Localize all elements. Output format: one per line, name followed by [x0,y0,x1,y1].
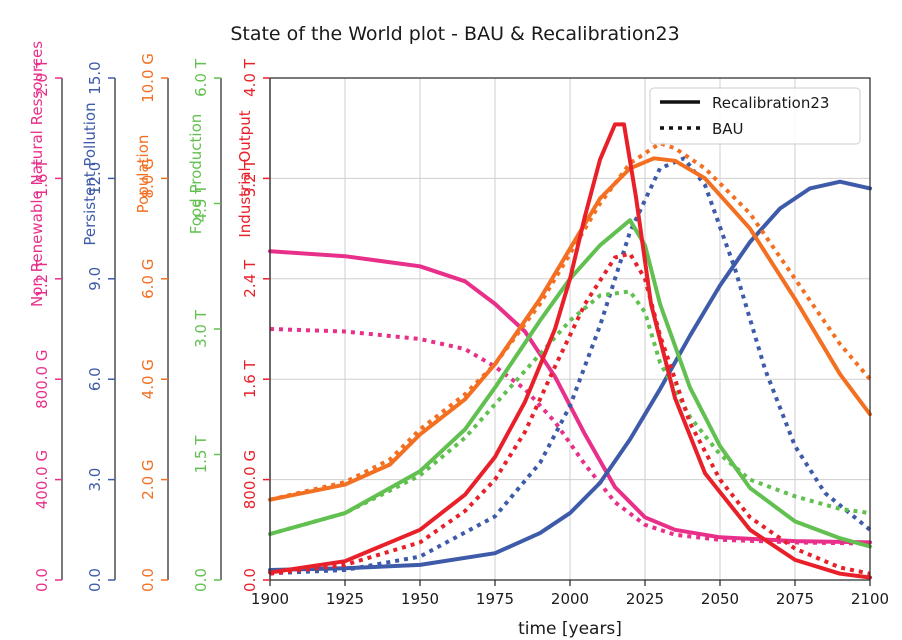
y-tick-label-pop: 10.0 G [139,53,157,103]
y-tick-label-pp: 15.0 [86,61,104,94]
x-tick-label: 2075 [776,590,814,608]
x-tick-label: 2100 [851,590,889,608]
series-line-io-bau [269,251,871,576]
chart-title: State of the World plot - BAU & Recalibr… [230,23,679,45]
x-tick-label: 1925 [326,590,364,608]
series-line-pop-recalibration23 [268,156,872,502]
y-tick-label-io: 0.0 [241,568,259,592]
x-axis-label: time [years] [518,619,622,639]
y-tick-label-pop: 6.0 G [139,259,157,299]
y-axis-title-nrr: Non Renewable Natural Ressources [28,41,46,307]
legend-box [649,87,861,145]
x-tick-label: 2050 [701,590,739,608]
x-tick-label: 1950 [401,590,439,608]
y-tick-label-io: 2.4 T [241,259,259,298]
y-tick-label-pop: 4.0 G [139,359,157,399]
legend-label-bau: BAU [712,120,744,138]
x-tick-label: 2025 [626,590,664,608]
y-tick-label-pop: 8.0 G [139,158,157,198]
series-line-io-recalibration23 [268,122,872,580]
x-axis: 1900 1925 1950 1975 2000 2025 2050 2075 2100 [251,580,889,608]
plot-series [268,122,872,580]
y-tick-label-food: 6.0 T [192,58,210,97]
y-axis-title-food: Food Production [187,114,205,235]
legend: Recalibration23 BAU [649,87,861,145]
legend-label-recalibration23: Recalibration23 [712,94,829,112]
y-tick-label-pop: 0.0 [139,568,157,592]
series-line-pp-bau [269,156,872,576]
x-tick-label: 1975 [476,590,514,608]
y-tick-label-io: 4.0 T [241,58,259,97]
x-tick-label: 2000 [551,590,589,608]
y-tick-label-nrr: 400.0 G [33,450,51,509]
x-tick-label: 1900 [251,590,289,608]
series-line-food-recalibration23 [268,218,872,549]
series-line-food-bau [269,289,871,536]
y-axis-title-pop: Population [134,135,152,214]
series-line-pop-bau [269,141,872,502]
y-tick-label-nrr: 1.6 T [33,159,51,198]
y-tick-label-pop: 2.0 G [139,459,157,499]
y-tick-label-io: 800.0 G [241,450,259,509]
y-tick-label-nrr: 800.0 G [33,350,51,409]
y-tick-label-food: 0.0 [192,568,210,592]
y-tick-label-pp: 9.0 [86,267,104,291]
y-tick-label-nrr: 1.2 T [33,259,51,298]
y-tick-label-pp: 3.0 [86,468,104,492]
y-tick-label-io: 3.2 T [241,159,259,198]
series-line-pp-recalibration23 [268,179,872,572]
y-axis-title-io: Industrial Output [236,110,254,237]
y-tick-label-pp: 0.0 [86,568,104,592]
y-tick-label-io: 1.6 T [241,359,259,398]
y-tick-label-food: 4.5 T [192,184,210,223]
y-tick-label-food: 3.0 T [192,309,210,348]
y-axis-title-pp: Persistent Pollution [81,102,99,245]
y-tick-label-pp: 6.0 [86,367,104,391]
y-tick-label-nrr: 2.0 T [33,58,51,97]
y-tick-label-pp: 12.0 [86,162,104,195]
y-tick-label-food: 1.5 T [192,435,210,474]
y-tick-label-nrr: 0.0 [33,568,51,592]
